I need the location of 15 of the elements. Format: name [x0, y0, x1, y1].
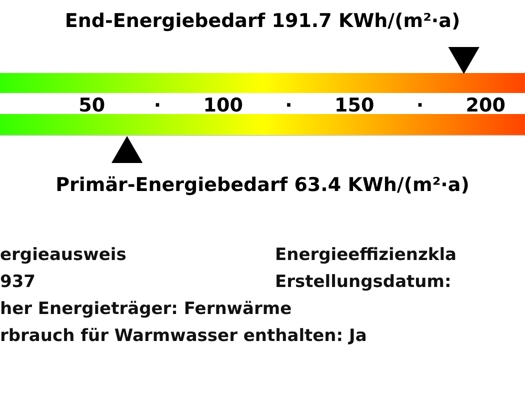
annotation: Energieeffizienzkla [275, 244, 458, 267]
x-tick-label: · [416, 94, 424, 116]
text: 937 [0, 271, 36, 294]
annotation: ergieausweis [0, 244, 128, 267]
text: rbrauch für Warmwasser enthalten: Ja [0, 325, 368, 348]
x-tick-label: · [285, 94, 292, 116]
x-tick-label: 150 [334, 94, 374, 116]
y-tick-label: Primär-Energiebedarf 63.4 KWh/(m²·a) [56, 174, 470, 196]
x-tick-label: · [154, 94, 162, 116]
text: her Energieträger: Fernwärme [0, 298, 293, 321]
y-tick-label: End-Energiebedarf 191.7 KWh/(m²·a) [64, 10, 460, 32]
x-tick-label: 50 [78, 94, 106, 116]
text: Erstellungsdatum: [275, 271, 452, 294]
x-tick-label: 200 [466, 94, 506, 116]
x-tick-label: 100 [203, 94, 243, 116]
